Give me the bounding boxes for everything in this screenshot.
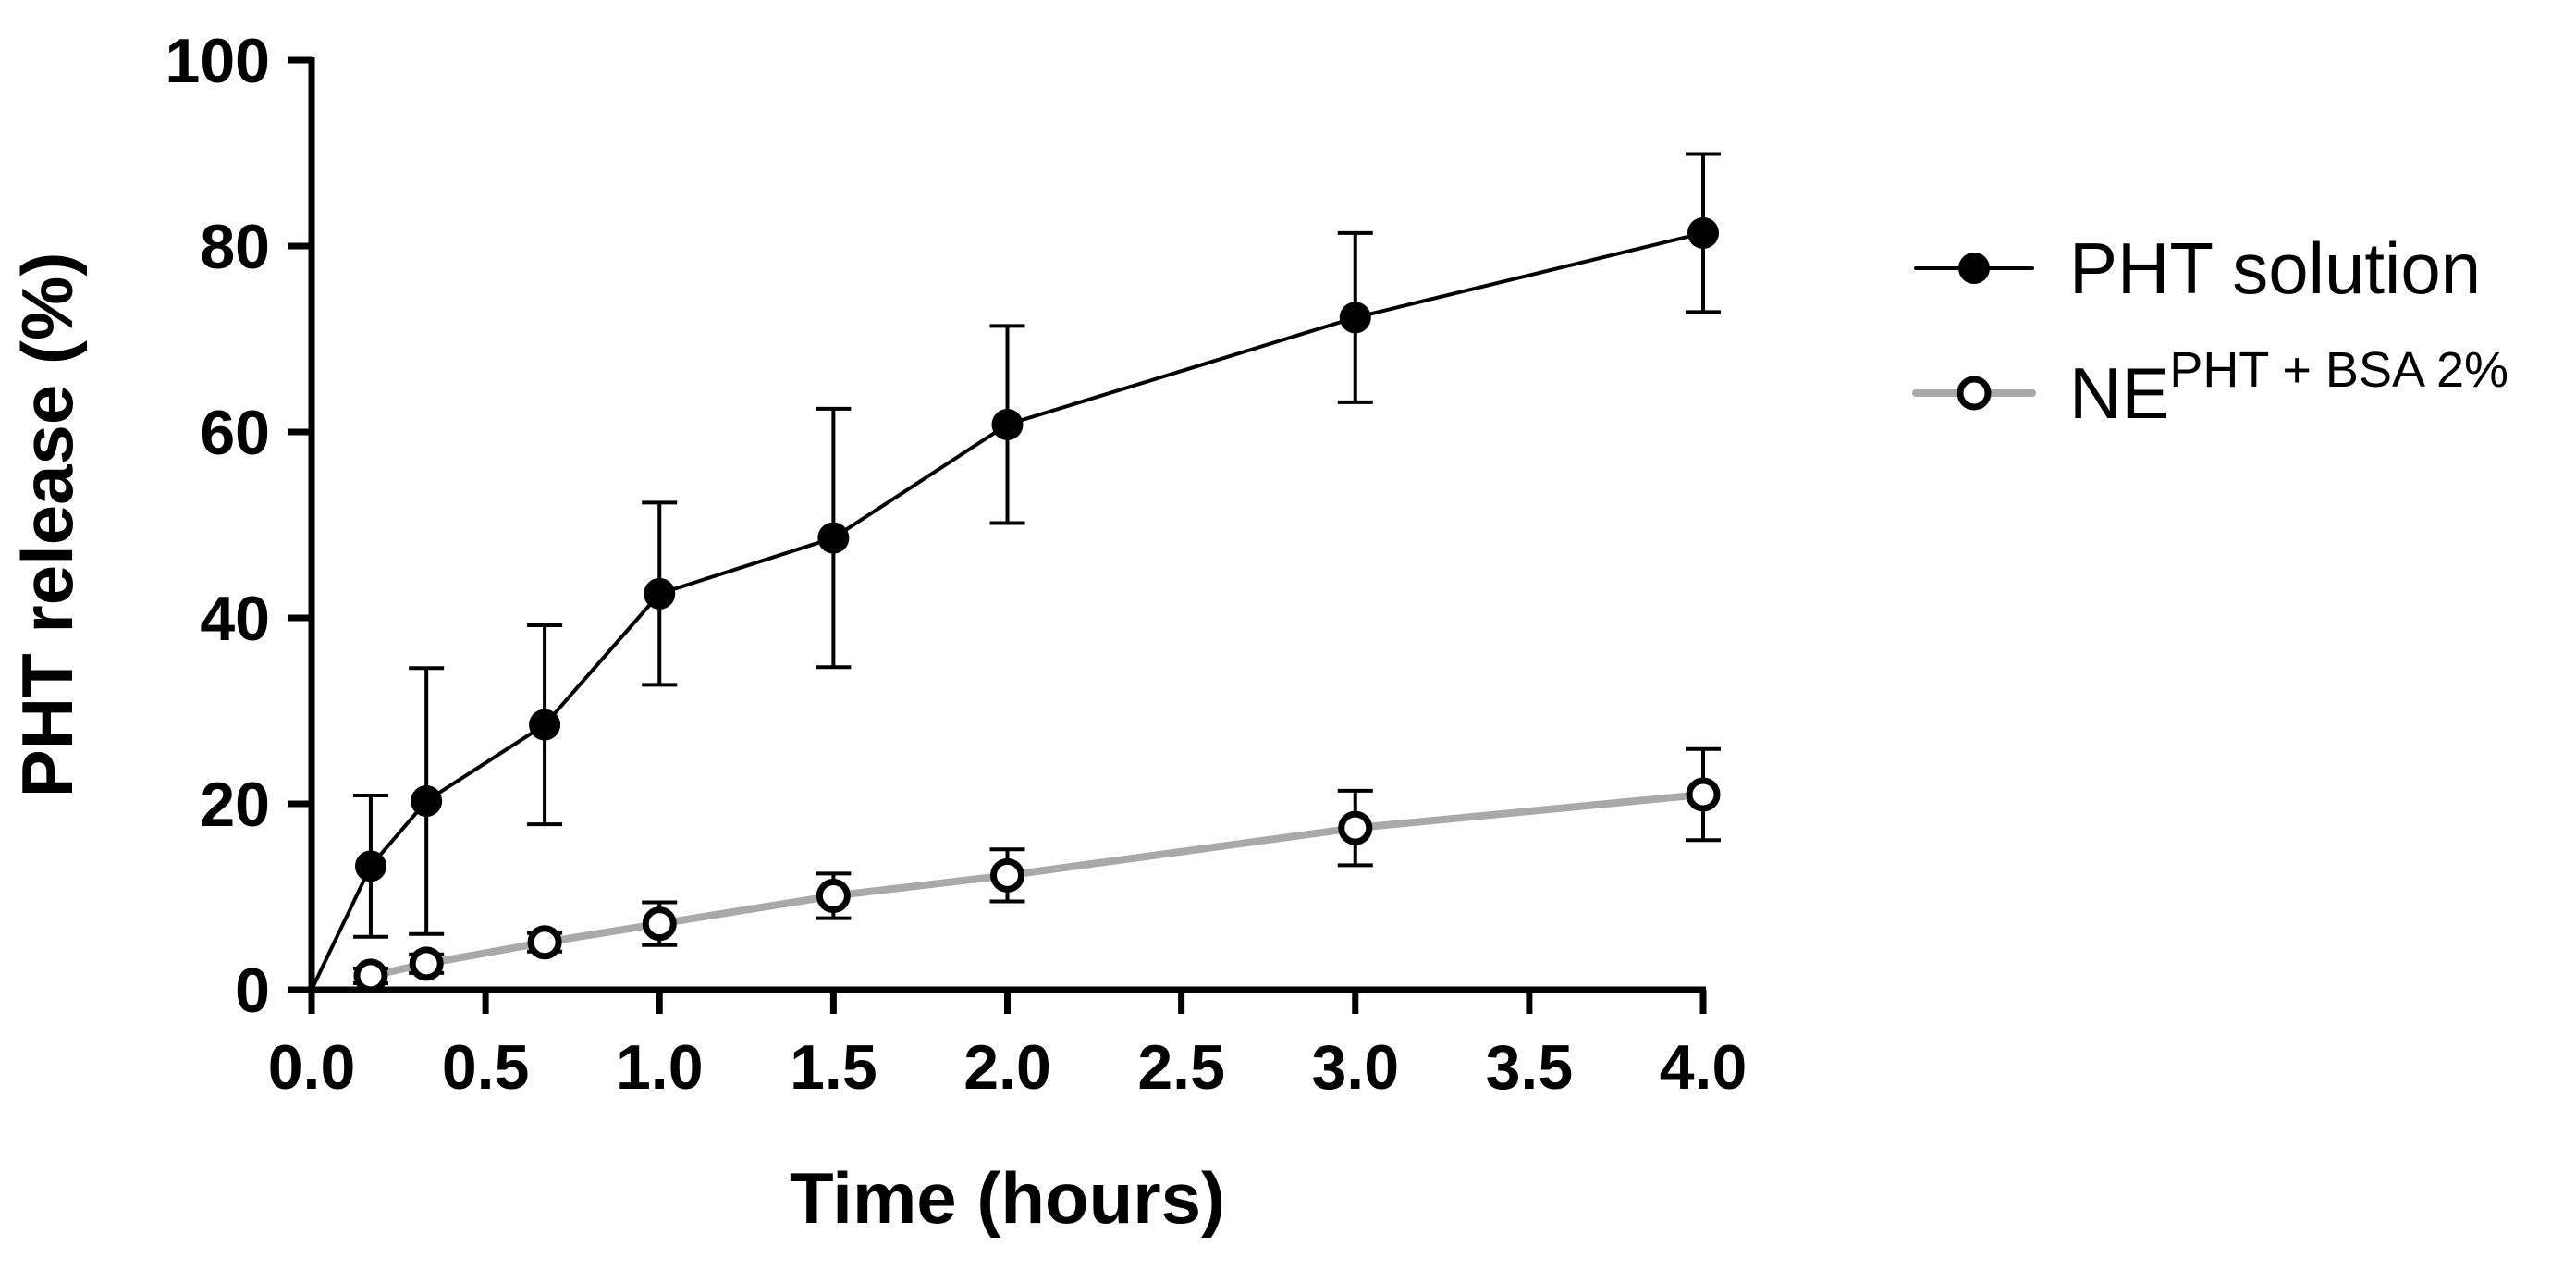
- legend-label: NEPHT + BSA 2%: [2069, 342, 2509, 434]
- data-point: [409, 946, 444, 981]
- data-point: [642, 906, 677, 942]
- data-point: [1687, 216, 1719, 249]
- data-point: [991, 408, 1024, 440]
- data-point: [1338, 810, 1373, 845]
- data-point: [353, 958, 388, 993]
- legend-marker: [1957, 376, 1992, 411]
- legend-label: PHT solution: [2069, 228, 2481, 309]
- y-tick-label: 80: [200, 212, 270, 282]
- x-axis-title: Time (hours): [790, 1157, 1225, 1239]
- y-axis: 0 20 40 60 80 100: [166, 26, 315, 1026]
- data-point: [529, 709, 561, 741]
- data-point: [354, 850, 386, 882]
- y-tick-label: 60: [200, 398, 270, 468]
- legend: PHT solution NEPHT + BSA 2%: [1912, 228, 2509, 434]
- y-tick-label: 40: [200, 584, 270, 654]
- legend-item-pht-solution: PHT solution: [1914, 228, 2481, 309]
- x-tick-label: 2.5: [1137, 1032, 1225, 1103]
- x-tick-label: 4.0: [1660, 1032, 1748, 1103]
- data-point: [817, 522, 850, 554]
- data-point: [1686, 777, 1721, 812]
- x-tick-label: 3.5: [1486, 1032, 1574, 1103]
- data-point: [990, 857, 1024, 893]
- x-tick-label: 2.0: [963, 1032, 1051, 1103]
- y-tick-label: 20: [200, 770, 270, 840]
- y-axis-title: PHT release (%): [6, 253, 88, 798]
- x-tick-label: 3.0: [1311, 1032, 1399, 1103]
- y-tick-label: 0: [235, 956, 270, 1026]
- data-point: [644, 577, 676, 610]
- series-line: [366, 790, 1707, 980]
- data-point: [527, 925, 562, 960]
- series-pht-solution: [310, 152, 1721, 992]
- legend-label-main: PHT solution: [2069, 228, 2481, 309]
- legend-label-superscript: PHT + BSA 2%: [2169, 342, 2509, 398]
- x-tick-label: 0.0: [268, 1032, 356, 1103]
- legend-item-ne-pht-bsa: NEPHT + BSA 2%: [1912, 342, 2509, 434]
- data-point: [816, 878, 851, 913]
- data-point: [411, 784, 443, 817]
- data-point: [1339, 302, 1371, 334]
- plot-area: 0.0 0.5 1.0 1.5 2.0 2.5 3.0 3.5 4.0 0 20 40 60 80 100: [166, 26, 1748, 1103]
- series-layer: [310, 152, 1721, 993]
- series-ne-pht-bsa: [352, 746, 1721, 993]
- x-tick-label: 0.5: [442, 1032, 530, 1103]
- legend-marker: [1958, 253, 1990, 284]
- x-tick-label: 1.5: [790, 1032, 877, 1103]
- x-tick-label: 1.0: [616, 1032, 704, 1103]
- legend-label-main: NE: [2069, 352, 2169, 434]
- y-tick-label: 100: [166, 26, 270, 96]
- x-axis: 0.0 0.5 1.0 1.5 2.0 2.5 3.0 3.5 4.0: [268, 986, 1748, 1103]
